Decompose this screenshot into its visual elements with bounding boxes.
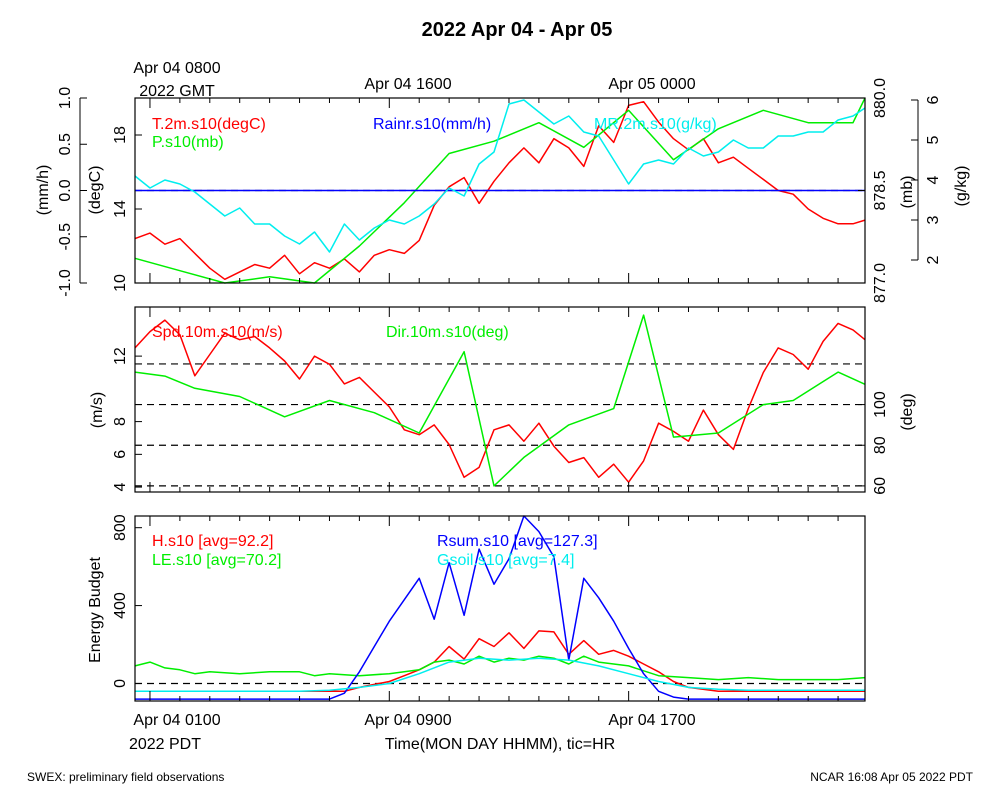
panel-top: -1.0 -0.5 0.0 0.5 1.0 10 14 18 877.0 878.5 880.0 2 3…	[35, 78, 970, 303]
gmt-tick-label-1-year: 2022 GMT	[139, 83, 215, 100]
energy-axis-label: Energy Budget	[87, 557, 104, 663]
ms-tick-label: 6	[112, 450, 129, 459]
series-line-1-0	[134, 319, 866, 483]
gkg-tick-label: 3	[925, 215, 942, 224]
ms-tick-label: 4	[112, 483, 129, 492]
mb-tick-label: 877.0	[872, 263, 889, 303]
mmh-tick-label: 1.0	[57, 87, 74, 109]
ms-tick-label: 12	[112, 347, 129, 365]
mmh-tick-label: 0.5	[57, 133, 74, 155]
series-line-0-0	[134, 100, 866, 281]
energy-tick-label: 800	[112, 514, 129, 541]
mmh-tick-label: -0.5	[57, 223, 74, 251]
energy-tick-label: 0	[112, 679, 129, 688]
pdt-tick-label-2: Apr 04 0900	[364, 712, 451, 729]
deg-axis-label: (deg)	[899, 393, 916, 430]
mmh-axis-label: (mm/h)	[35, 165, 52, 216]
gmt-tick-label-1: Apr 04 0800	[133, 60, 220, 77]
deg-tick-label: 60	[872, 477, 889, 495]
legend-pressure: P.s10(mb)	[152, 134, 224, 151]
legend-mixing-ratio: MR.2m.s10(g/kg)	[594, 116, 717, 133]
legend-t2m: T.2m.s10(degC)	[152, 116, 266, 133]
legend-net-radiation: Rsum.s10 [avg=127.3]	[437, 533, 598, 550]
mb-tick-label: 878.5	[872, 170, 889, 210]
mmh-tick-label: -1.0	[57, 269, 74, 297]
ms-axis-label: (m/s)	[89, 392, 106, 428]
legend-latent-heat: LE.s10 [avg=70.2]	[152, 552, 281, 569]
mb-axis-label: (mb)	[899, 176, 916, 209]
degC-tick-label: 14	[112, 200, 129, 218]
series-line-0-1	[134, 97, 866, 284]
panel-middle-frame	[134, 306, 866, 493]
series-line-2-2	[135, 515, 865, 700]
pdt-tick-label-1: Apr 04 0100	[133, 712, 220, 729]
mmh-tick-label: 0.0	[57, 179, 74, 201]
footer-left: SWEX: preliminary field observations	[27, 770, 224, 784]
degC-tick-label: 10	[112, 274, 129, 292]
pdt-tick-label-1-year: 2022 PDT	[129, 736, 201, 753]
gkg-axis-label: (g/kg)	[953, 166, 970, 207]
degc-axis-label: (degC)	[87, 166, 104, 215]
gmt-tick-label-3: Apr 05 0000	[608, 76, 695, 93]
gkg-tick-label: 5	[925, 135, 942, 144]
deg-tick-label: 100	[872, 391, 889, 418]
energy-tick-label: 400	[112, 592, 129, 619]
series-line-2-1	[134, 655, 866, 681]
legend-wind-speed: Spd.10m.s10(m/s)	[152, 324, 283, 341]
legend-rain-rate: Rainr.s10(mm/h)	[373, 116, 491, 133]
time-axis-label: Time(MON DAY HHMM), tic=HR	[385, 736, 615, 753]
gkg-tick-label: 6	[925, 95, 942, 104]
degC-tick-label: 18	[112, 126, 129, 144]
legend-soil-heat: Gsoil.s10 [avg=7.4]	[437, 552, 574, 569]
series-line-2-3	[135, 657, 865, 693]
mb-tick-label: 880.0	[872, 78, 889, 118]
pdt-tick-label-3: Apr 04 1700	[608, 712, 695, 729]
ms-tick-label: 8	[112, 417, 129, 426]
deg-tick-label: 80	[872, 436, 889, 454]
panel-bottom: 0 400 800 Energy Budget H.s10 [avg=92.2] L…	[87, 514, 866, 702]
figure-title: 2022 Apr 04 - Apr 05	[422, 19, 613, 41]
gkg-tick-label: 4	[925, 175, 942, 184]
footer-right: NCAR 16:08 Apr 05 2022 PDT	[810, 770, 973, 784]
legend-wind-direction: Dir.10m.s10(deg)	[386, 324, 509, 341]
panel-bottom-frame	[134, 515, 866, 702]
gkg-tick-label: 2	[925, 255, 942, 264]
series-line-1-1	[134, 314, 866, 487]
series-line-0-3	[134, 99, 866, 253]
legend-sensible-heat: H.s10 [avg=92.2]	[152, 533, 273, 550]
panel-middle: 4 6 8 12 60 80 100 (m/s) (deg) Spd.10m.s10(m/s…	[89, 306, 916, 495]
gmt-tick-label-2: Apr 04 1600	[364, 76, 451, 93]
